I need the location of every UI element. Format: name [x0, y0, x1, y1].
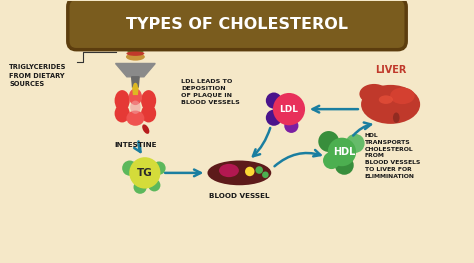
- Circle shape: [245, 167, 255, 176]
- Polygon shape: [116, 63, 155, 77]
- Text: INTESTINE: INTESTINE: [114, 142, 156, 148]
- Text: BLOOD VESSEL: BLOOD VESSEL: [209, 193, 270, 199]
- Ellipse shape: [115, 104, 130, 123]
- Text: HDL: HDL: [333, 147, 356, 157]
- Circle shape: [122, 160, 137, 176]
- Text: LDL LEADS TO
DEPOSITION
OF PLAQUE IN
BLOOD VESSELS: LDL LEADS TO DEPOSITION OF PLAQUE IN BLO…: [181, 79, 240, 105]
- Ellipse shape: [393, 113, 400, 123]
- Ellipse shape: [379, 95, 393, 104]
- Ellipse shape: [390, 88, 415, 104]
- Ellipse shape: [115, 90, 130, 111]
- Polygon shape: [133, 87, 138, 94]
- Text: HDL
TRANSPORTS
CHOLESTEROL
FROM
BLOOD VESSELS
TO LIVER FOR
ELIMMINATION: HDL TRANSPORTS CHOLESTEROL FROM BLOOD VE…: [365, 133, 420, 179]
- Ellipse shape: [130, 100, 141, 114]
- Ellipse shape: [141, 104, 156, 123]
- Circle shape: [255, 166, 263, 174]
- Circle shape: [153, 161, 165, 175]
- Circle shape: [262, 171, 269, 178]
- Circle shape: [273, 93, 305, 125]
- Circle shape: [323, 152, 340, 169]
- Ellipse shape: [126, 41, 146, 52]
- Circle shape: [346, 134, 365, 153]
- Text: LDL: LDL: [280, 105, 299, 114]
- Ellipse shape: [219, 164, 239, 177]
- Ellipse shape: [133, 83, 138, 90]
- Polygon shape: [132, 77, 139, 87]
- Circle shape: [134, 180, 147, 194]
- Circle shape: [266, 93, 282, 109]
- Ellipse shape: [208, 160, 271, 185]
- Circle shape: [335, 156, 354, 175]
- Ellipse shape: [142, 124, 149, 134]
- Circle shape: [148, 179, 160, 191]
- Text: TG: TG: [137, 168, 153, 178]
- Text: TYPES OF CHOLESTEROL: TYPES OF CHOLESTEROL: [126, 17, 348, 32]
- Ellipse shape: [127, 110, 145, 126]
- Circle shape: [318, 131, 339, 152]
- Circle shape: [266, 110, 282, 126]
- Text: LIVER: LIVER: [375, 65, 406, 75]
- Text: TRIGLYCERIDES
FROM DIETARY
SOURCES: TRIGLYCERIDES FROM DIETARY SOURCES: [9, 64, 66, 87]
- Circle shape: [328, 138, 356, 166]
- Ellipse shape: [141, 90, 156, 111]
- Ellipse shape: [126, 53, 145, 61]
- Ellipse shape: [359, 84, 389, 104]
- Ellipse shape: [127, 51, 145, 56]
- Ellipse shape: [361, 85, 420, 124]
- Ellipse shape: [129, 88, 142, 105]
- FancyBboxPatch shape: [68, 0, 406, 50]
- Circle shape: [129, 157, 160, 189]
- Ellipse shape: [127, 47, 145, 53]
- Circle shape: [284, 119, 299, 133]
